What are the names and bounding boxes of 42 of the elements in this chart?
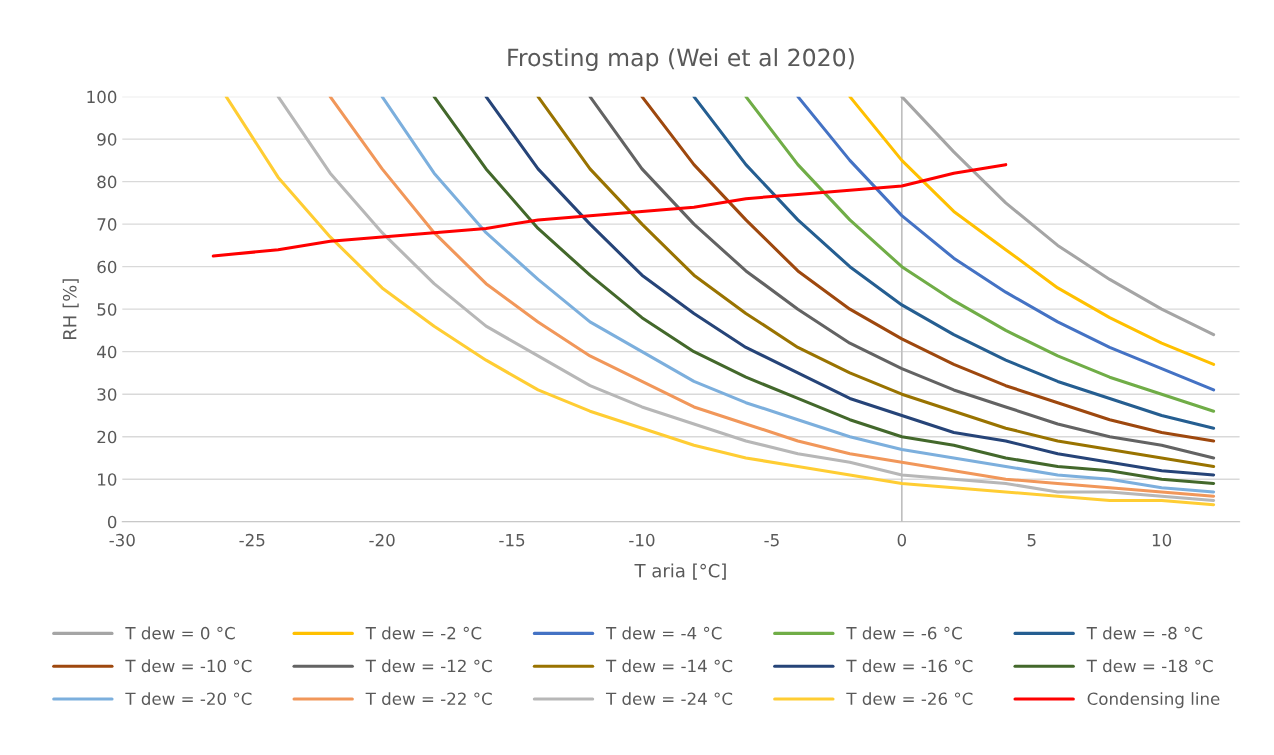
legend-label: T dew = -24 °C: [605, 692, 733, 706]
legend-label: T dew = -10 °C: [125, 659, 252, 673]
chart-title: Frosting map (Wei et al 2020): [508, 48, 854, 71]
line-series: [211, 163, 1008, 258]
legend-label: T dew = -20 °C: [125, 692, 252, 706]
x-tick-label: -15: [499, 534, 525, 547]
y-tick-label: 40: [97, 345, 117, 359]
y-tick-label: 50: [97, 303, 117, 316]
x-tick-label: -20: [369, 533, 395, 547]
y-tick-label: 100: [87, 90, 117, 104]
legend-label: T dew = 0 °C: [125, 626, 235, 640]
legend-label: T dew = -2 °C: [365, 626, 482, 640]
y-axis-title: RH [%]: [62, 279, 79, 339]
line-series: [900, 96, 1216, 337]
x-tick-label: -10: [629, 533, 655, 547]
x-tick-label: -25: [239, 533, 265, 547]
y-tick-label: 0: [107, 515, 117, 529]
legend-label: T dew = -6 °C: [846, 626, 962, 640]
legend-label: T dew = -18 °C: [1086, 659, 1213, 673]
legend-label: T dew = -16 °C: [846, 659, 973, 673]
legend-label: Condensing line: [1087, 692, 1220, 709]
y-tick-label: 60: [97, 260, 117, 274]
x-tick-label: 0: [897, 533, 907, 547]
line-series: [848, 96, 1216, 366]
y-tick-label: 70: [97, 218, 117, 231]
legend-label: T dew = -4 °C: [605, 626, 722, 640]
line-series: [796, 96, 1216, 392]
y-tick-label: 80: [97, 175, 117, 189]
y-tick-label: 90: [97, 133, 117, 146]
x-tick-label: -30: [109, 533, 135, 547]
x-tick-label: 5: [1027, 534, 1036, 547]
legend-label: T dew = -12 °C: [365, 659, 492, 673]
legend-label: T dew = -22 °C: [365, 692, 492, 706]
legend-label: T dew = -14 °C: [605, 659, 733, 673]
legend-label: T dew = -26 °C: [846, 692, 973, 706]
x-tick-label: -5: [764, 534, 779, 547]
y-tick-label: 20: [97, 430, 117, 444]
legend-label: T dew = -8 °C: [1086, 626, 1203, 640]
x-axis-title: T aria [°C]: [634, 563, 726, 580]
x-tick-label: 10: [1152, 533, 1172, 547]
y-tick-label: 10: [98, 473, 117, 486]
y-tick-label: 30: [97, 388, 117, 401]
